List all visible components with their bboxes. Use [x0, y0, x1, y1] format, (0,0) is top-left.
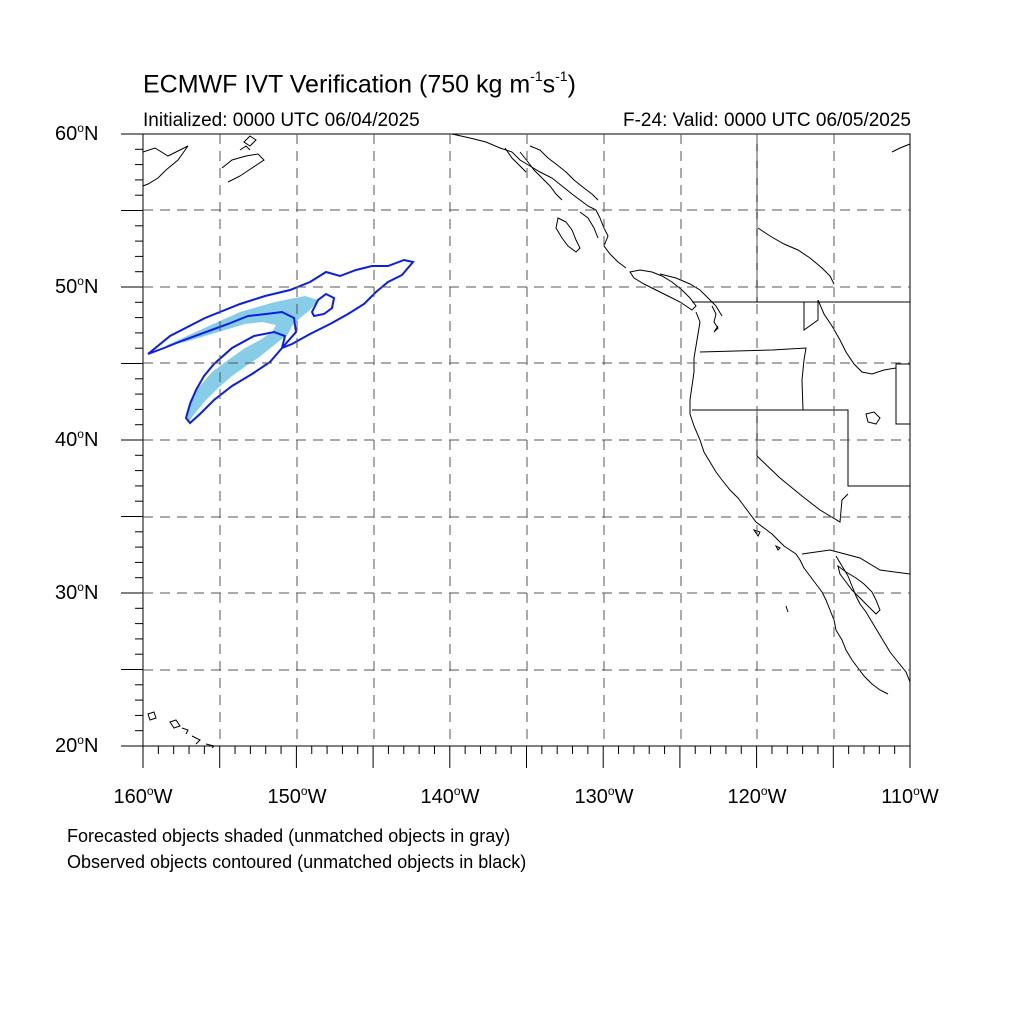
- forecast-note: Forecasted objects shaded (unmatched obj…: [67, 826, 511, 846]
- gridlines: [143, 134, 910, 746]
- lon-label-130w: 130oW: [574, 784, 634, 808]
- lon-label-150w: 150oW: [267, 784, 327, 808]
- observed-note: Observed objects contoured (unmatched ob…: [67, 852, 527, 872]
- lon-label-140w: 140oW: [420, 784, 480, 808]
- tick-marks: [121, 133, 911, 768]
- political-boundaries: [692, 134, 911, 575]
- lat-label-30: 30oN: [55, 580, 99, 604]
- lon-label-120w: 120oW: [727, 784, 787, 808]
- forecast-object: [165, 296, 318, 421]
- lat-label-20: 20oN: [55, 733, 99, 757]
- coastlines: [142, 133, 911, 749]
- lon-label-110w: 110oW: [881, 784, 939, 808]
- initialized-time: Initialized: 0000 UTC 06/04/2025: [143, 110, 420, 131]
- lon-label-160w: 160oW: [113, 784, 173, 808]
- map-title: ECMWF IVT Verification (750 kg m-1s-1): [143, 68, 576, 99]
- lat-label-50: 50oN: [55, 274, 99, 298]
- observed-object: [147, 258, 415, 425]
- valid-time: F-24: Valid: 0000 UTC 06/05/2025: [623, 110, 911, 131]
- lat-label-60: 60oN: [55, 121, 99, 145]
- lat-label-40: 40oN: [55, 427, 99, 451]
